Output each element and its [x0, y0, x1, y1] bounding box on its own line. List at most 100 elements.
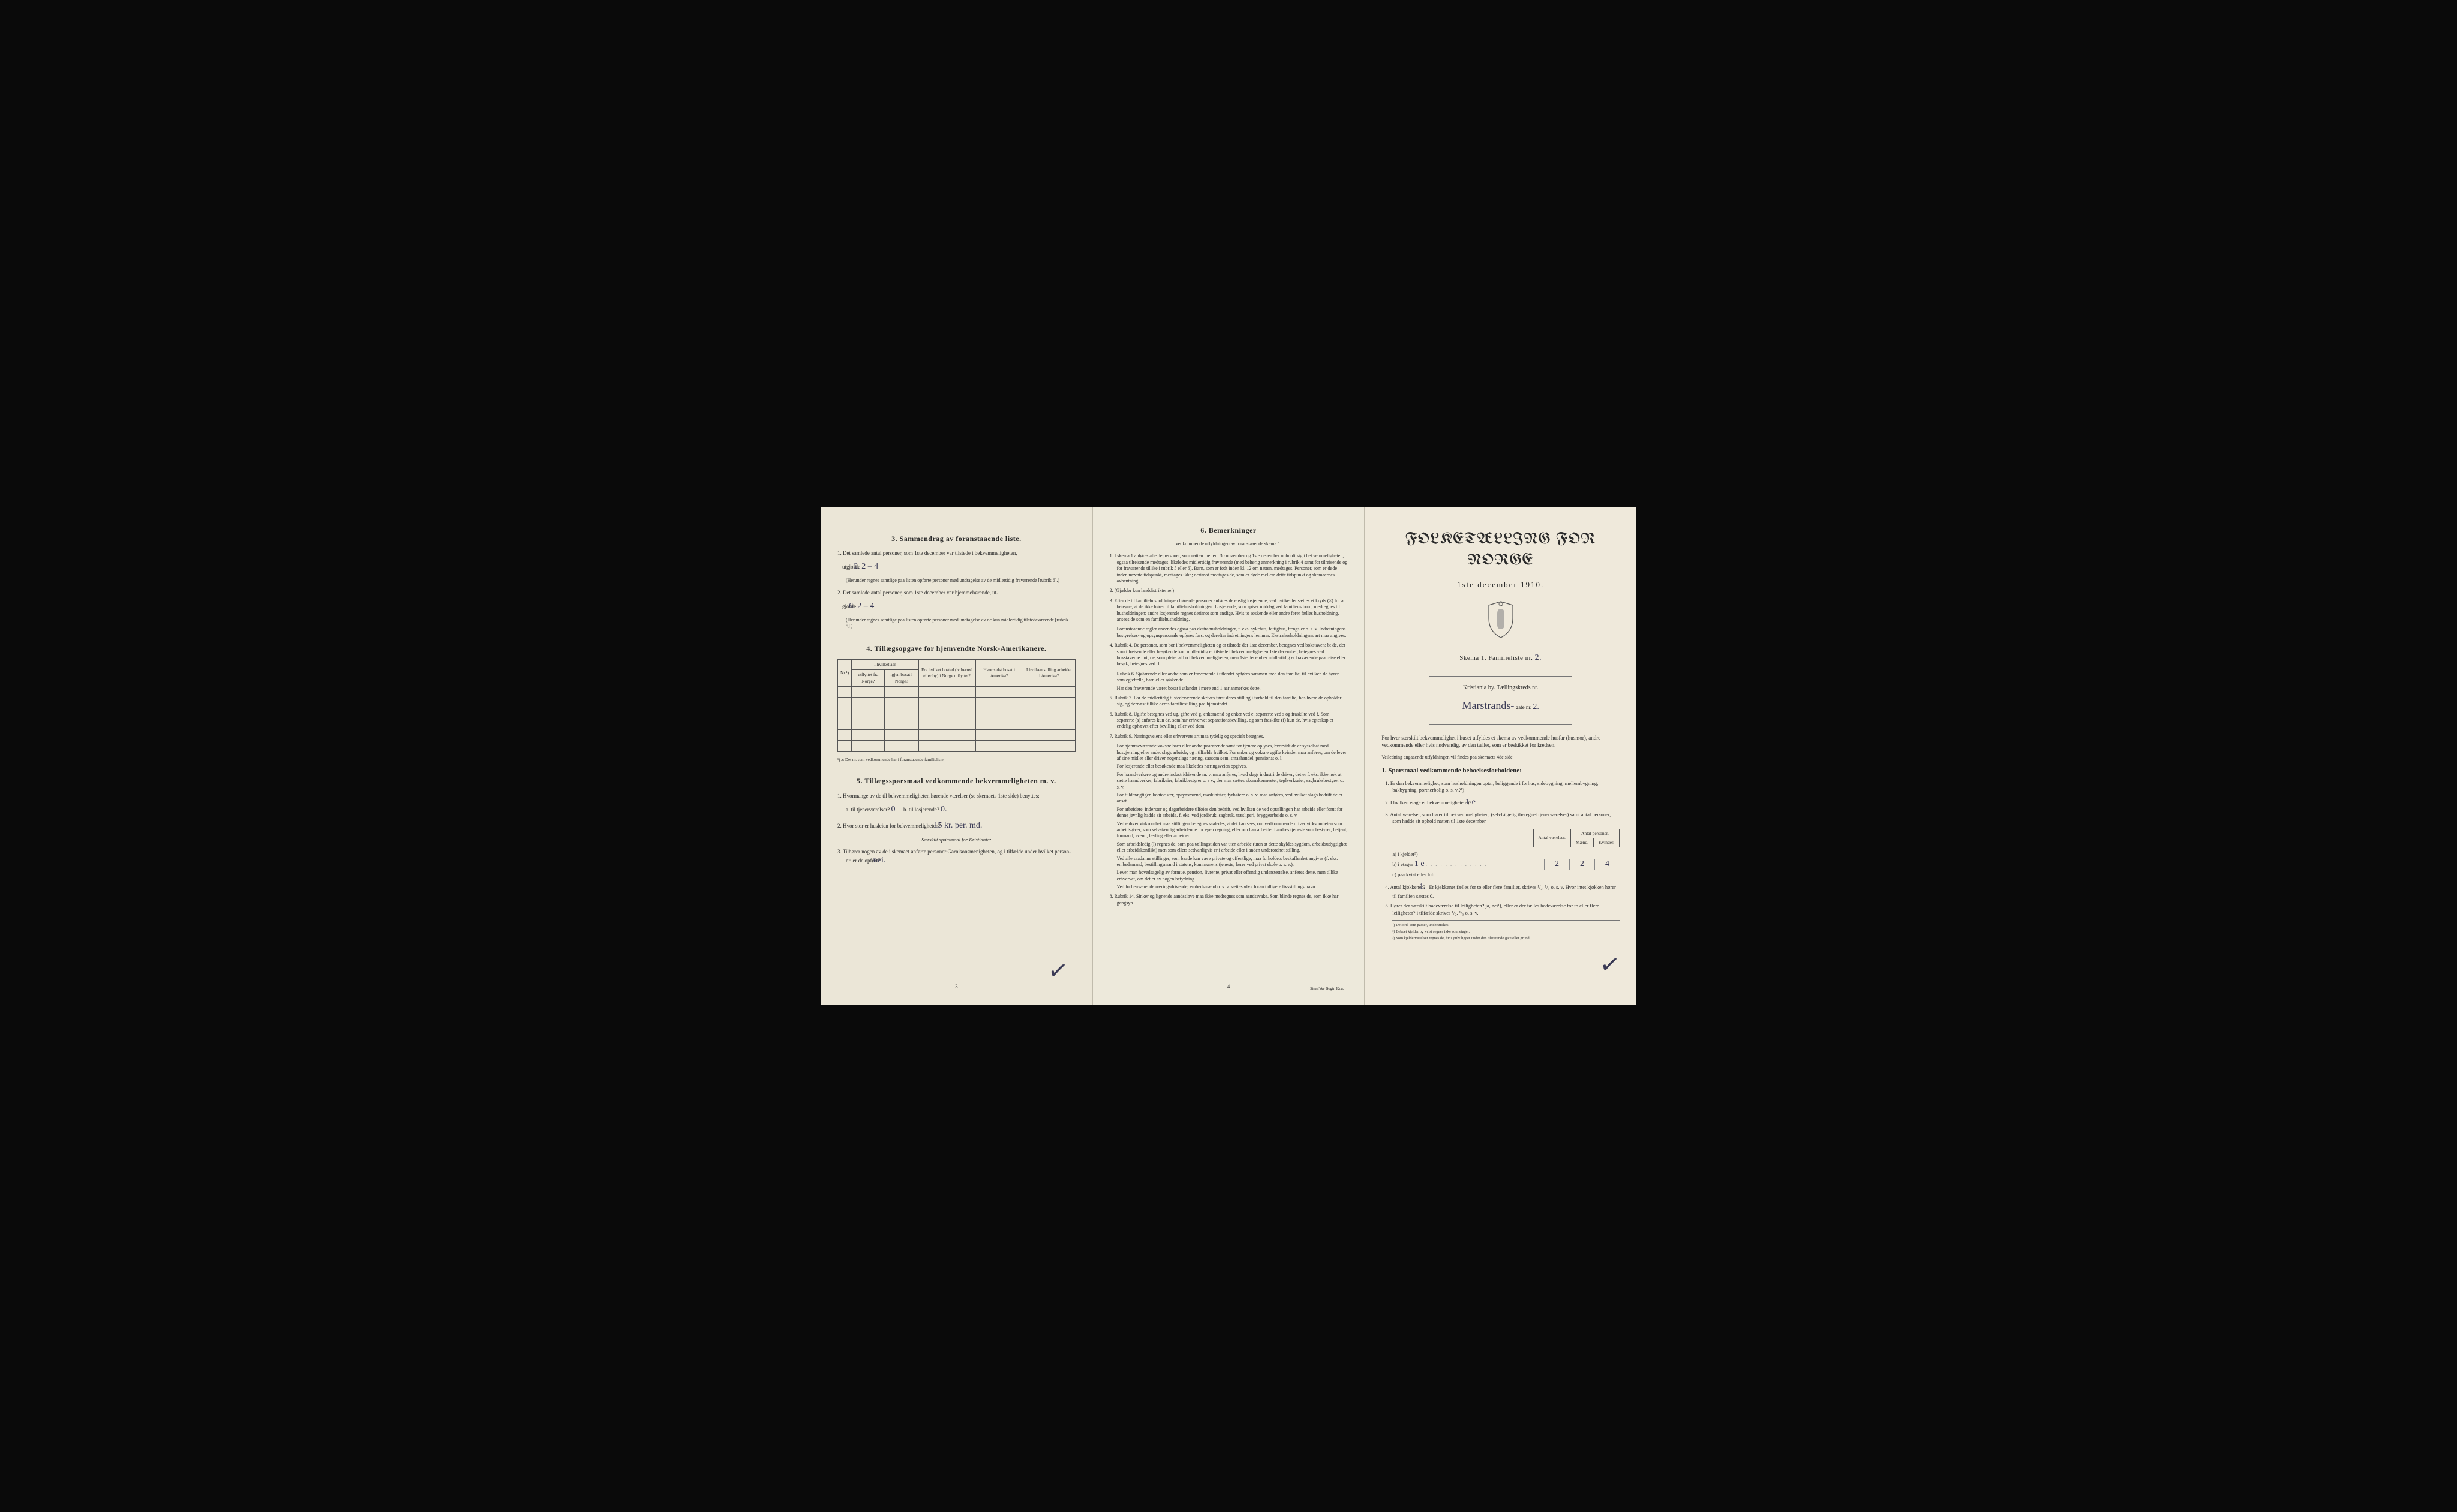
q5: 5. Hører der særskilt badeværelse til le…	[1392, 903, 1620, 916]
sec5-q1-ab: a. til tjenerværelser? 0 b. til losjeren…	[846, 804, 1076, 816]
bemerk-7c: For haandverkere og andre industridriven…	[1110, 772, 1348, 790]
sec3-note1: (Herunder regnes samtlige paa listen opf…	[837, 578, 1076, 584]
street-name: Marstrands-	[1462, 698, 1514, 713]
gate-label: gate nr.	[1516, 704, 1532, 710]
bemerk-1: 1. I skema 1 anføres alle de personer, s…	[1110, 553, 1348, 584]
row-b: b) i etager 1 e . . . . . . . . . . . . …	[1392, 859, 1620, 870]
table-row	[838, 729, 1076, 740]
sec5-q3-val: nei.	[882, 855, 886, 867]
page-number: 3	[955, 983, 958, 990]
coat-of-arms-icon	[1381, 600, 1620, 641]
tbl3-h2a: Mænd.	[1570, 838, 1593, 847]
sec5-q3-text: 3. Tilhører nogen av de i skemaet anført…	[837, 849, 1071, 864]
dots: . . . . . . . . . . . . .	[1426, 861, 1488, 867]
bemerk-8: 8. Rubrik 14. Sinker og lignende aandssl…	[1110, 894, 1348, 906]
tbl3-h1: Antal værelser.	[1533, 829, 1570, 847]
bemerk-7j: Ved forhenværende næringsdrivende, embed…	[1110, 884, 1348, 890]
table-row	[838, 697, 1076, 708]
tbl4-h5: I hvilken stilling arbeidet i Amerika?	[1023, 660, 1075, 686]
skema-val: 2.	[1535, 653, 1542, 664]
bemerk-7d: For fuldmægtiger, kontorister, opsynsmæn…	[1110, 792, 1348, 805]
table-row	[838, 686, 1076, 697]
bemerk-7f: Ved enhver virksomhet maa stillingen bet…	[1110, 821, 1348, 840]
footnote-2: ²) Beboet kjelder og kvist regnes ikke s…	[1392, 930, 1620, 935]
tbl4-h2a: utflyttet fra Norge?	[852, 670, 885, 686]
sec1-heading: 1. Spørsmaal vedkommende beboelsesforhol…	[1381, 766, 1620, 775]
tbl4-h2top: I hvilket aar	[852, 660, 918, 670]
row-c: c) paa kvist eller loft.	[1392, 871, 1620, 878]
skema-line: Skema 1. Familieliste nr. 2.	[1381, 653, 1620, 664]
sec3-val1: 6. 2 – 4	[861, 561, 878, 573]
kreds-line: Kristiania by. Tællingskreds nr.	[1381, 684, 1620, 692]
q1: 1. Er den bekvemmelighet, som husholdnin…	[1392, 780, 1620, 794]
main-title: FOLKETÆLLING FOR NORGE	[1381, 529, 1620, 571]
tbl4-h3: Fra hvilket bosted (ɔ: herred eller by) …	[918, 660, 975, 686]
sec5-kristiania-note: Særskilt spørsmaal for Kristiania:	[837, 837, 1076, 843]
tbl4-h2b: igjen bosat i Norge?	[885, 670, 918, 686]
sec5-q1a-val: 0	[891, 804, 895, 816]
sec5-q2-val: 15 kr. per. md.	[942, 820, 982, 832]
divider	[1429, 676, 1572, 677]
q4b-text: Er kjøkkenet fælles for to eller flere f…	[1392, 884, 1616, 899]
sec3-item2b: gjorde 6. 2 – 4	[837, 601, 1076, 612]
page-number: 4	[1227, 983, 1230, 990]
footnote-3: ³) Som kjelderværelser regnes de, hvis g…	[1392, 936, 1620, 942]
q2-text: 2. I hvilken etage er bekvemmeligheten²)…	[1385, 799, 1471, 805]
intro-text: For hver særskilt bekvemmelighet i huset…	[1381, 734, 1620, 749]
table-row	[838, 719, 1076, 729]
skema-label: Skema 1. Familieliste nr.	[1459, 654, 1533, 662]
street-line: Marstrands- gate nr. 2.	[1381, 698, 1620, 713]
row-b-m: 2	[1569, 859, 1594, 870]
sec1-title: 1. Spørsmaal vedkommende beboelsesforhol…	[1381, 767, 1521, 774]
checkmark-icon: ✓	[1046, 953, 1071, 988]
sec5-q1: 1. Hvormange av de til bekvemmeligheten …	[837, 792, 1076, 799]
census-document: 3. Sammendrag av foranstaaende liste. 1.…	[821, 507, 1636, 1005]
footnote-1: ¹) Det ord, som passer, understrekes.	[1392, 923, 1620, 928]
bemerk-4c: Har den fraværende været bosat i utlande…	[1110, 686, 1348, 692]
bemerk-4: 4. Rubrik 4. De personer, som bor i bekv…	[1110, 642, 1348, 668]
row-b-v: 2	[1544, 859, 1569, 870]
checkmark-icon: ✓	[1597, 947, 1622, 982]
veil-text: Veiledning angaaende utfyldningen vil fi…	[1381, 754, 1620, 760]
bemerk-3b: Foranstaaende regler anvendes ogsaa paa …	[1110, 626, 1348, 639]
row-b-k: 4	[1594, 859, 1620, 870]
bemerk-7: 7. Rubrik 9. Næringsveiens eller erhverv…	[1110, 734, 1348, 740]
q2: 2. I hvilken etage er bekvemmeligheten²)…	[1392, 797, 1620, 808]
bemerk-7i: Lever man hovedsagelig av formue, pensio…	[1110, 870, 1348, 882]
tbl3-h2: Antal personer.	[1570, 829, 1619, 838]
row-b-text: b) i etager	[1392, 861, 1413, 867]
bemerk-7h: Ved alle saadanne stillinger, som baade …	[1110, 856, 1348, 868]
row-a-label: a) i kjelder³)	[1392, 851, 1544, 858]
q3: 3. Antal værelser, som hører til bekvemm…	[1392, 811, 1620, 825]
sec5-q2: 2. Hvor stor er husleien for bekvemmelig…	[837, 820, 1076, 832]
tbl4-footnote: ¹) ɔ: Det nr. som vedkommende har i fora…	[837, 757, 1076, 763]
row-a: a) i kjelder³)	[1392, 851, 1620, 858]
sec4-title: 4. Tillægsopgave for hjemvendte Norsk-Am…	[837, 644, 1076, 653]
sec6-title: 6. Bemerkninger	[1110, 525, 1348, 535]
sec6-subtitle: vedkommende utfyldningen av foranstaaend…	[1110, 541, 1348, 548]
bemerk-7b: For losjerende eller besøkende maa likel…	[1110, 763, 1348, 769]
table-row	[838, 708, 1076, 719]
sec5-q1b-val: 0.	[941, 804, 947, 816]
bemerk-7e: For arbeidere, inderster og dagarbeidere…	[1110, 807, 1348, 819]
sec5-title: 5. Tillægsspørsmaal vedkommende bekvemme…	[837, 777, 1076, 786]
q4: 4. Antal kjøkkener? 1. Er kjøkkenet fæll…	[1392, 882, 1620, 900]
sec5-q3: 3. Tilhører nogen av de i skemaet anført…	[837, 848, 1076, 867]
sec3-val2: 6. 2 – 4	[857, 601, 874, 612]
tbl4-h4: Hvor sidst bosat i Amerika?	[975, 660, 1023, 686]
sec3-note2: (Herunder regnes samtlige paa listen opf…	[837, 617, 1076, 630]
bemerk-7g: Som arbeidsledig (l) regnes de, som paa …	[1110, 841, 1348, 854]
tbl4-h1: Nr.¹)	[838, 660, 852, 686]
table-row	[838, 740, 1076, 751]
page-4: 6. Bemerkninger vedkommende utfyldningen…	[1093, 507, 1365, 1005]
rooms-table: Antal værelser. Antal personer. Mænd. Kv…	[1533, 829, 1620, 847]
date-line: 1ste december 1910.	[1381, 579, 1620, 590]
row-c-label: c) paa kvist eller loft.	[1392, 871, 1544, 878]
bemerk-4b: Rubrik 6. Sjøfarende eller andre som er …	[1110, 671, 1348, 684]
bemerk-2: 2. (Gjælder kun landdistrikterne.)	[1110, 588, 1348, 594]
sec5-q1b-label: b. til losjerende?	[903, 807, 939, 813]
bemerk-6: 6. Rubrik 8. Ugifte betegnes ved ug, gif…	[1110, 711, 1348, 730]
sec3-title: 3. Sammendrag av foranstaaende liste.	[837, 534, 1076, 543]
sec5-q1a-label: a. til tjenerværelser?	[846, 807, 890, 813]
tbl3-h2b: Kvinder.	[1593, 838, 1619, 847]
